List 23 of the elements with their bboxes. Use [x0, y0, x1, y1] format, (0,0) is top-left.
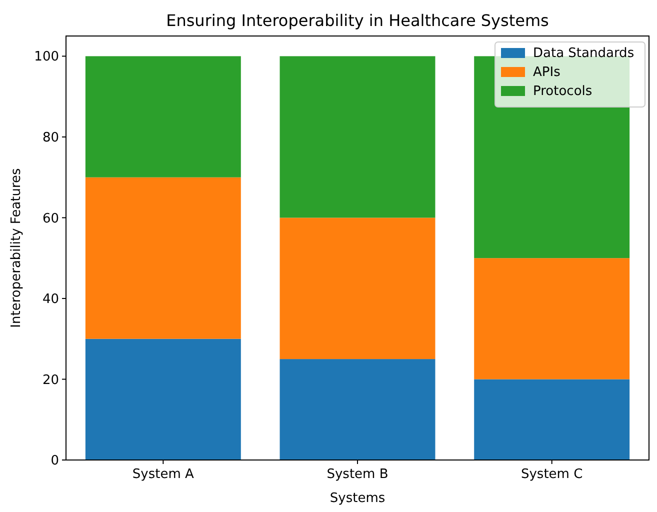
x-axis-title: Systems — [330, 491, 386, 506]
y-tick-label: 40 — [42, 292, 59, 308]
y-tick-label: 60 — [42, 211, 59, 226]
legend-label: Protocols — [533, 84, 592, 99]
y-tick-label: 0 — [50, 454, 59, 469]
chart-title: Ensuring Interoperability in Healthcare Systems — [166, 11, 549, 30]
bar — [85, 56, 241, 178]
bar — [85, 177, 241, 339]
x-tick-label: System A — [132, 467, 194, 482]
x-tick-label: System C — [520, 467, 583, 482]
bar — [280, 218, 436, 360]
bar — [85, 338, 241, 460]
legend-label: APIs — [533, 65, 561, 80]
x-tick-label: System B — [326, 467, 388, 482]
bar — [280, 359, 436, 460]
legend-label: Data Standards — [533, 46, 634, 61]
y-axis-title: Interoperability Features — [9, 168, 24, 328]
y-tick-label: 20 — [42, 372, 59, 388]
bar — [474, 379, 630, 460]
y-tick-label: 80 — [42, 130, 59, 146]
bar — [280, 56, 436, 218]
y-tick-label: 100 — [34, 50, 59, 65]
bar — [474, 258, 630, 380]
